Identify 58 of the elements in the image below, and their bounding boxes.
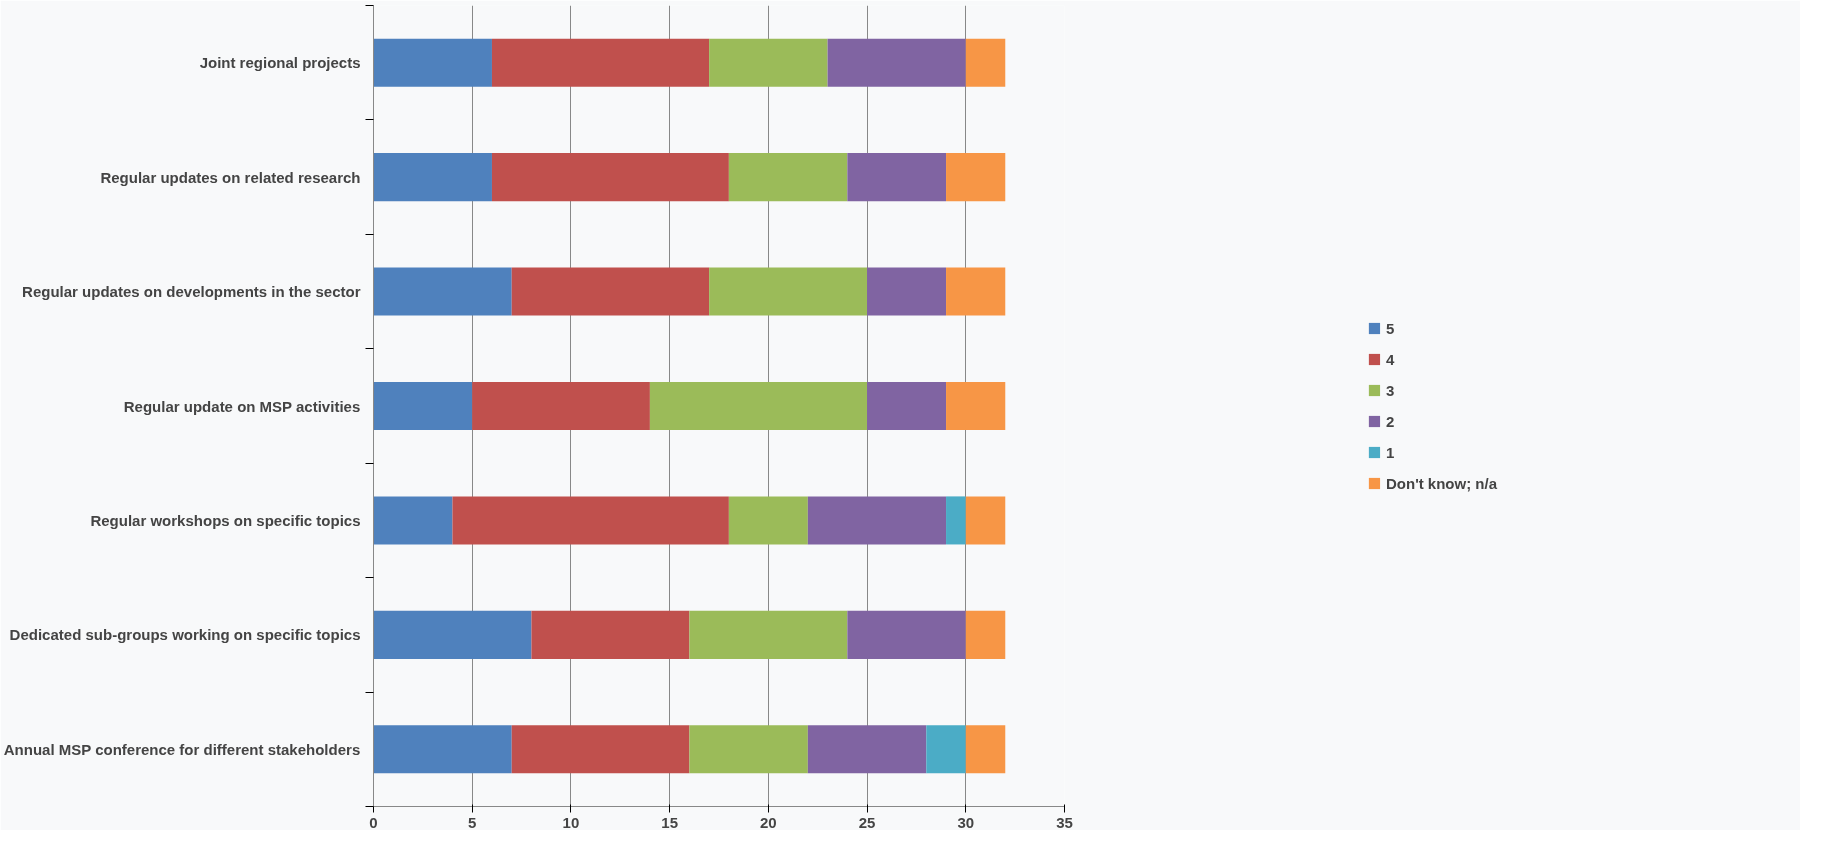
bar (511, 267, 710, 316)
bar (946, 153, 1006, 202)
bar (965, 496, 1006, 545)
y-tick-label: Joint regional projects (199, 54, 361, 72)
x-tick-label: 5 (468, 813, 477, 831)
x-tick-label: 0 (369, 813, 378, 831)
x-tick-label: 10 (562, 813, 580, 831)
bar (373, 496, 453, 545)
bar (649, 381, 868, 431)
bar (946, 267, 1006, 316)
bar (373, 153, 492, 202)
legend-label: 5 (1385, 319, 1396, 337)
x-tick-label: 15 (661, 813, 678, 831)
legend-label: Don't know; n/a (1385, 474, 1498, 492)
bar (373, 267, 512, 316)
bar (373, 38, 492, 87)
bar (373, 610, 532, 659)
y-tick-label: Regular workshops on specific topics (90, 511, 361, 529)
bar (946, 496, 966, 545)
bar (847, 610, 966, 659)
bar (847, 153, 947, 202)
bar (472, 381, 650, 431)
x-tick-label: 35 (1056, 813, 1073, 831)
bar (867, 381, 947, 431)
bar (728, 496, 808, 545)
legend-label: 4 (1385, 350, 1396, 368)
bar (709, 38, 828, 87)
x-tick-label: 30 (957, 813, 975, 831)
bar (452, 496, 729, 545)
bar (373, 725, 512, 774)
x-tick-label: 20 (760, 813, 777, 831)
y-tick-label: Regular updates on related research (100, 168, 361, 186)
bar (511, 725, 690, 774)
bar (709, 267, 868, 316)
y-tick-label: Dedicated sub-groups working on specific topics (9, 626, 361, 644)
bar (373, 381, 473, 431)
bar (965, 38, 1006, 87)
bar (965, 725, 1006, 774)
bar (965, 610, 1006, 659)
bar (689, 725, 808, 774)
y-tick-label: Regular update on MSP activities (123, 397, 361, 415)
bar (807, 496, 947, 545)
bar (926, 725, 966, 774)
bar (867, 267, 947, 316)
bar (491, 38, 710, 87)
x-tick-label: 25 (858, 813, 876, 831)
y-tick-label: Regular updates on developments in the sector (22, 283, 361, 301)
legend-label: 1 (1385, 443, 1396, 461)
y-tick-label: Annual MSP conference for different stakeholders (3, 740, 361, 758)
legend-label: 2 (1385, 412, 1396, 430)
legend-label: 3 (1385, 381, 1396, 399)
bar (946, 381, 1006, 431)
bar (827, 38, 966, 87)
bar (807, 725, 927, 774)
bar (491, 153, 729, 202)
bar (689, 610, 848, 659)
bar (531, 610, 690, 659)
bar (728, 153, 848, 202)
